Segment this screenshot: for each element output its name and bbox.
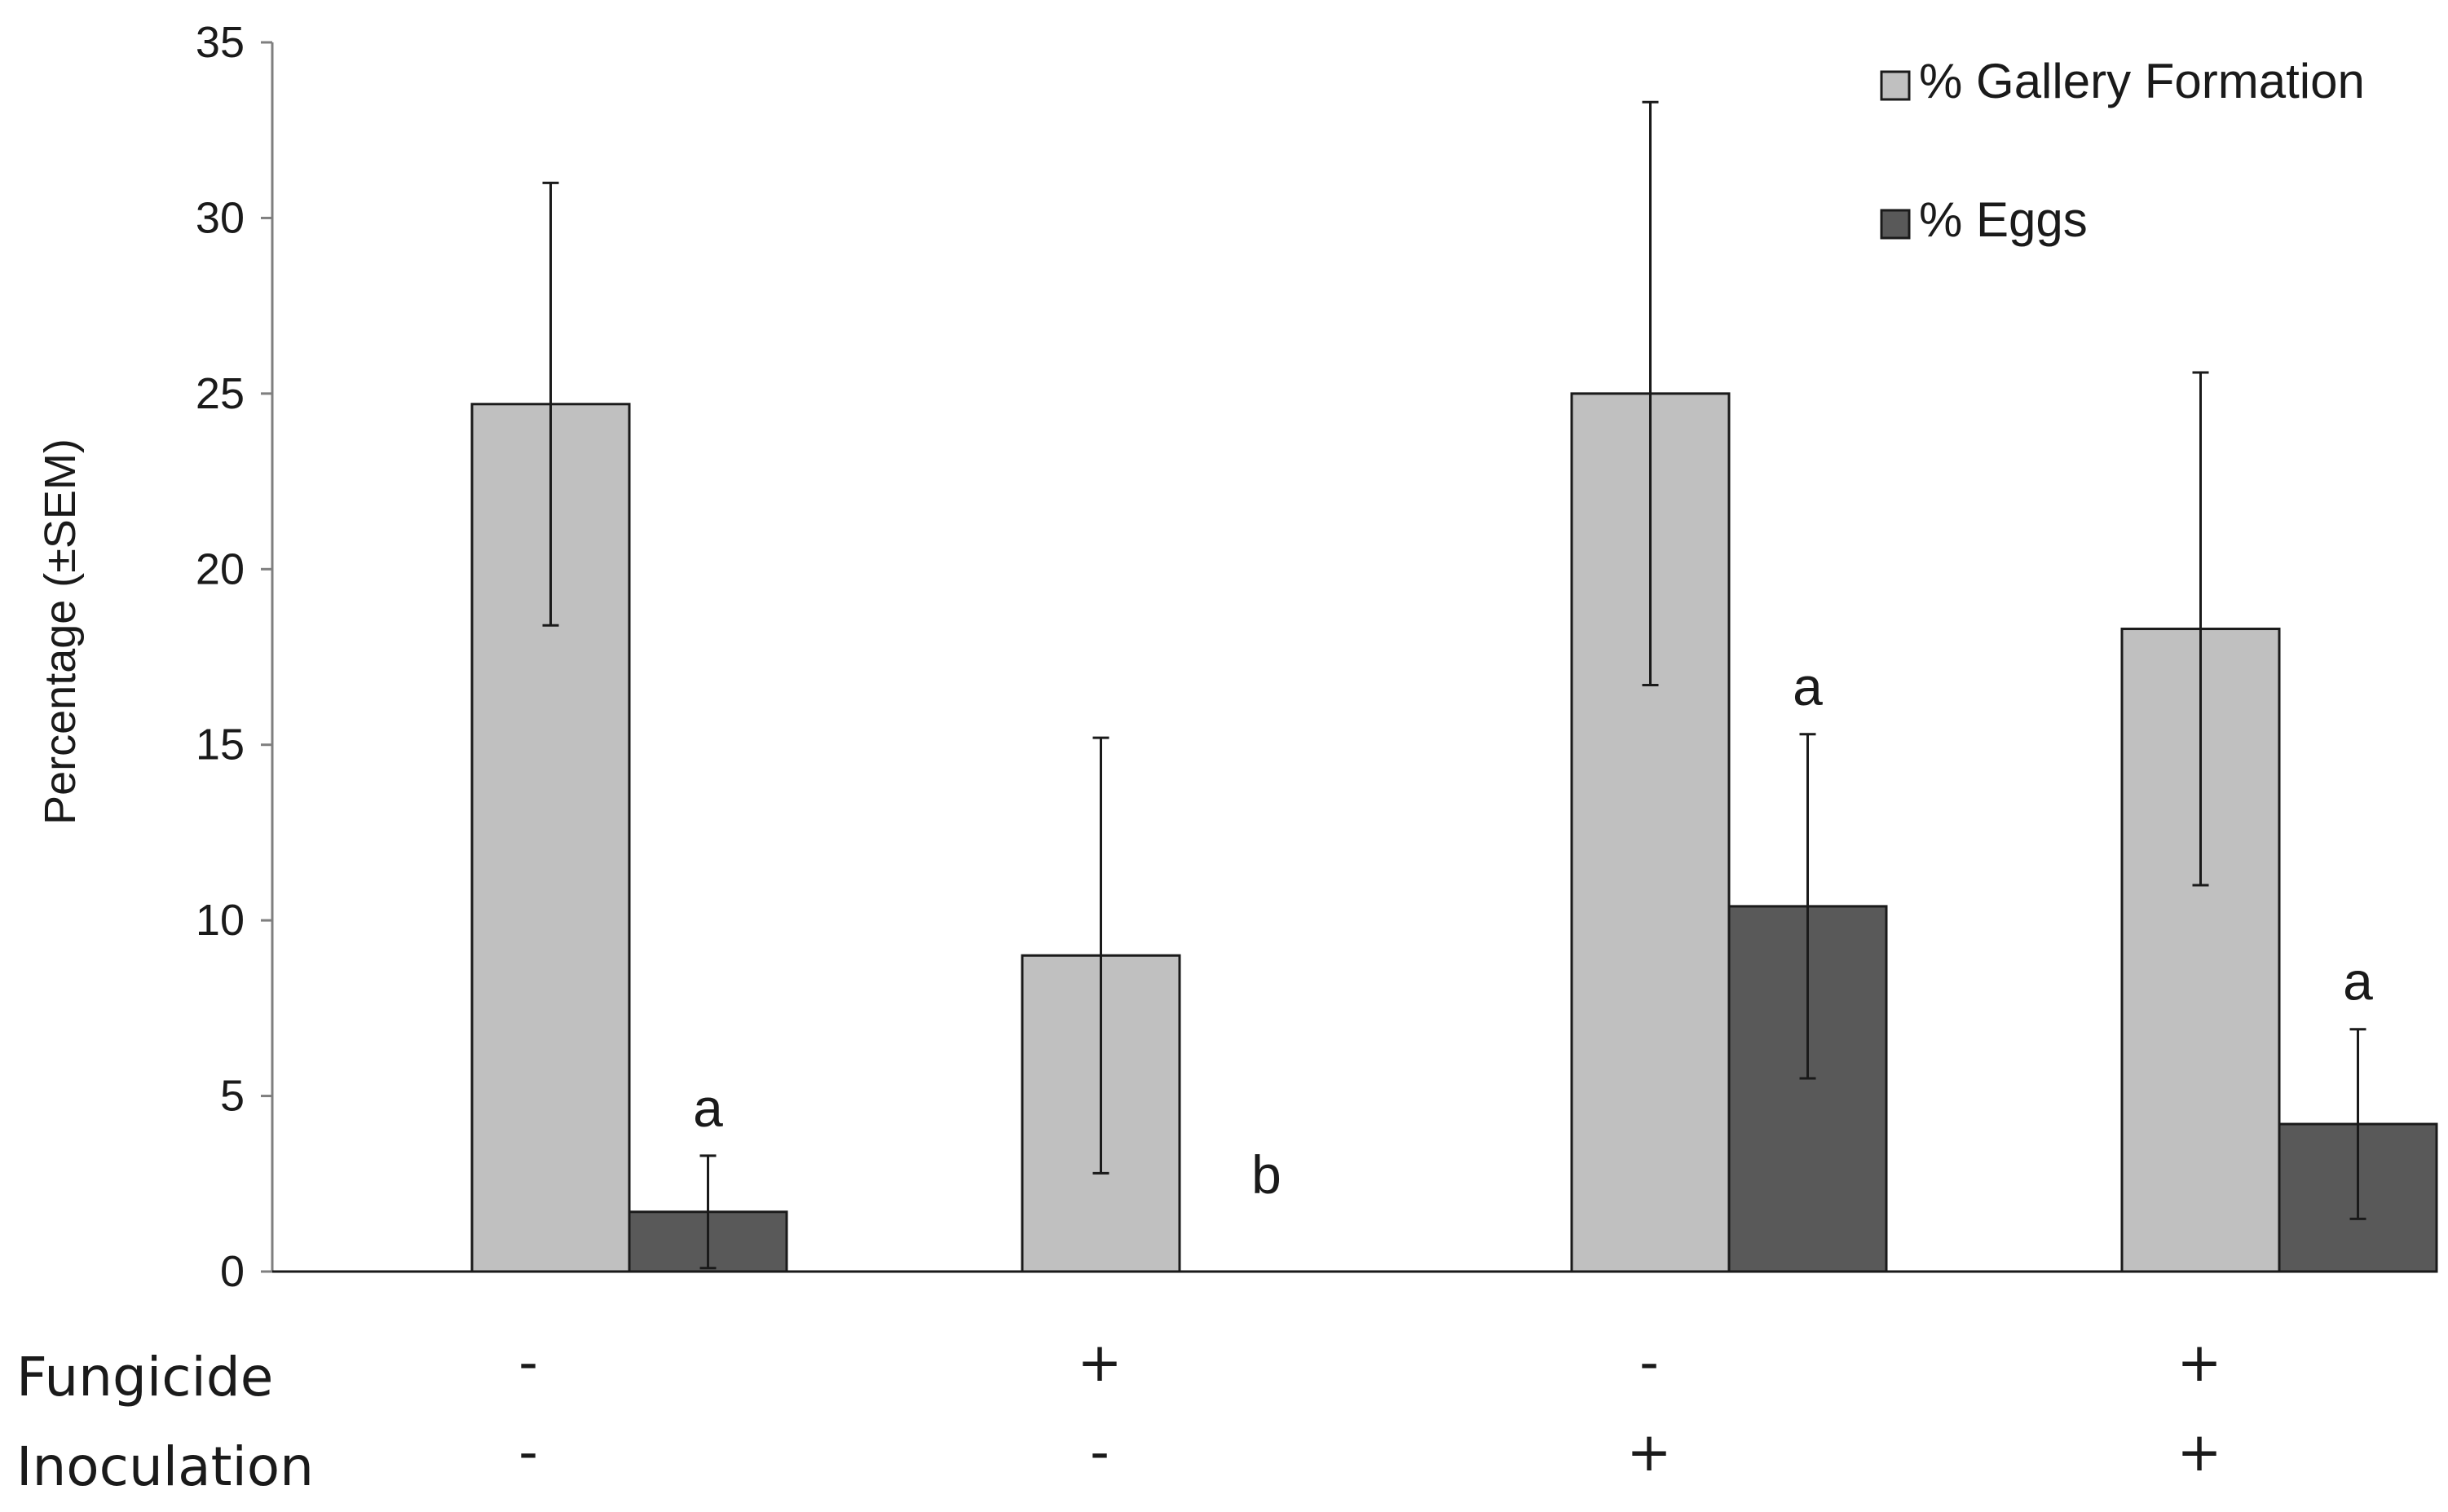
legend-label-gallery: % Gallery Formation	[1919, 54, 2365, 108]
legend-swatch-eggs	[1880, 209, 1911, 240]
y-tick-label: 35	[196, 18, 245, 67]
y-axis-ticks: 0 5 10 15 20 25 30 35	[196, 18, 272, 1296]
significance-letter: b	[1251, 1144, 1281, 1205]
y-tick-label: 30	[196, 193, 245, 242]
factor-level: +	[1626, 1421, 1671, 1483]
bar-gallery	[1570, 392, 1731, 1273]
factor-label-fungicide: Fungicide	[16, 1346, 273, 1408]
significance-letter: a	[693, 1078, 723, 1138]
y-tick-label: 15	[196, 721, 245, 769]
legend: % Gallery Formation % Eggs	[1880, 54, 2365, 247]
factor-level: +	[2177, 1331, 2221, 1394]
y-tick-label: 0	[220, 1247, 245, 1296]
factor-level: -	[1090, 1421, 1109, 1483]
factor-level: +	[1077, 1331, 1122, 1394]
legend-swatch-gallery	[1880, 70, 1911, 101]
y-tick-label: 20	[196, 544, 245, 593]
y-tick-label: 5	[220, 1072, 245, 1121]
significance-letters: a b a a	[693, 656, 2373, 1205]
significance-letter: a	[1793, 656, 1823, 716]
legend-label-eggs: % Eggs	[1919, 192, 2088, 247]
factor-label-inoculation: Inoculation	[16, 1435, 314, 1498]
bars	[470, 392, 2438, 1273]
factor-level: -	[1639, 1331, 1659, 1394]
y-tick-label: 10	[196, 896, 245, 945]
y-axis-title: Percentage (±SEM)	[36, 439, 85, 825]
y-tick-label: 25	[196, 369, 245, 418]
factor-level: +	[2177, 1421, 2221, 1483]
error-bars	[542, 100, 2366, 1270]
significance-letter: a	[2343, 951, 2373, 1012]
factor-level: -	[518, 1331, 538, 1394]
factor-level: -	[518, 1421, 538, 1483]
factor-table: Fungicide - + - + Inoculation - - + +	[16, 1331, 2222, 1498]
